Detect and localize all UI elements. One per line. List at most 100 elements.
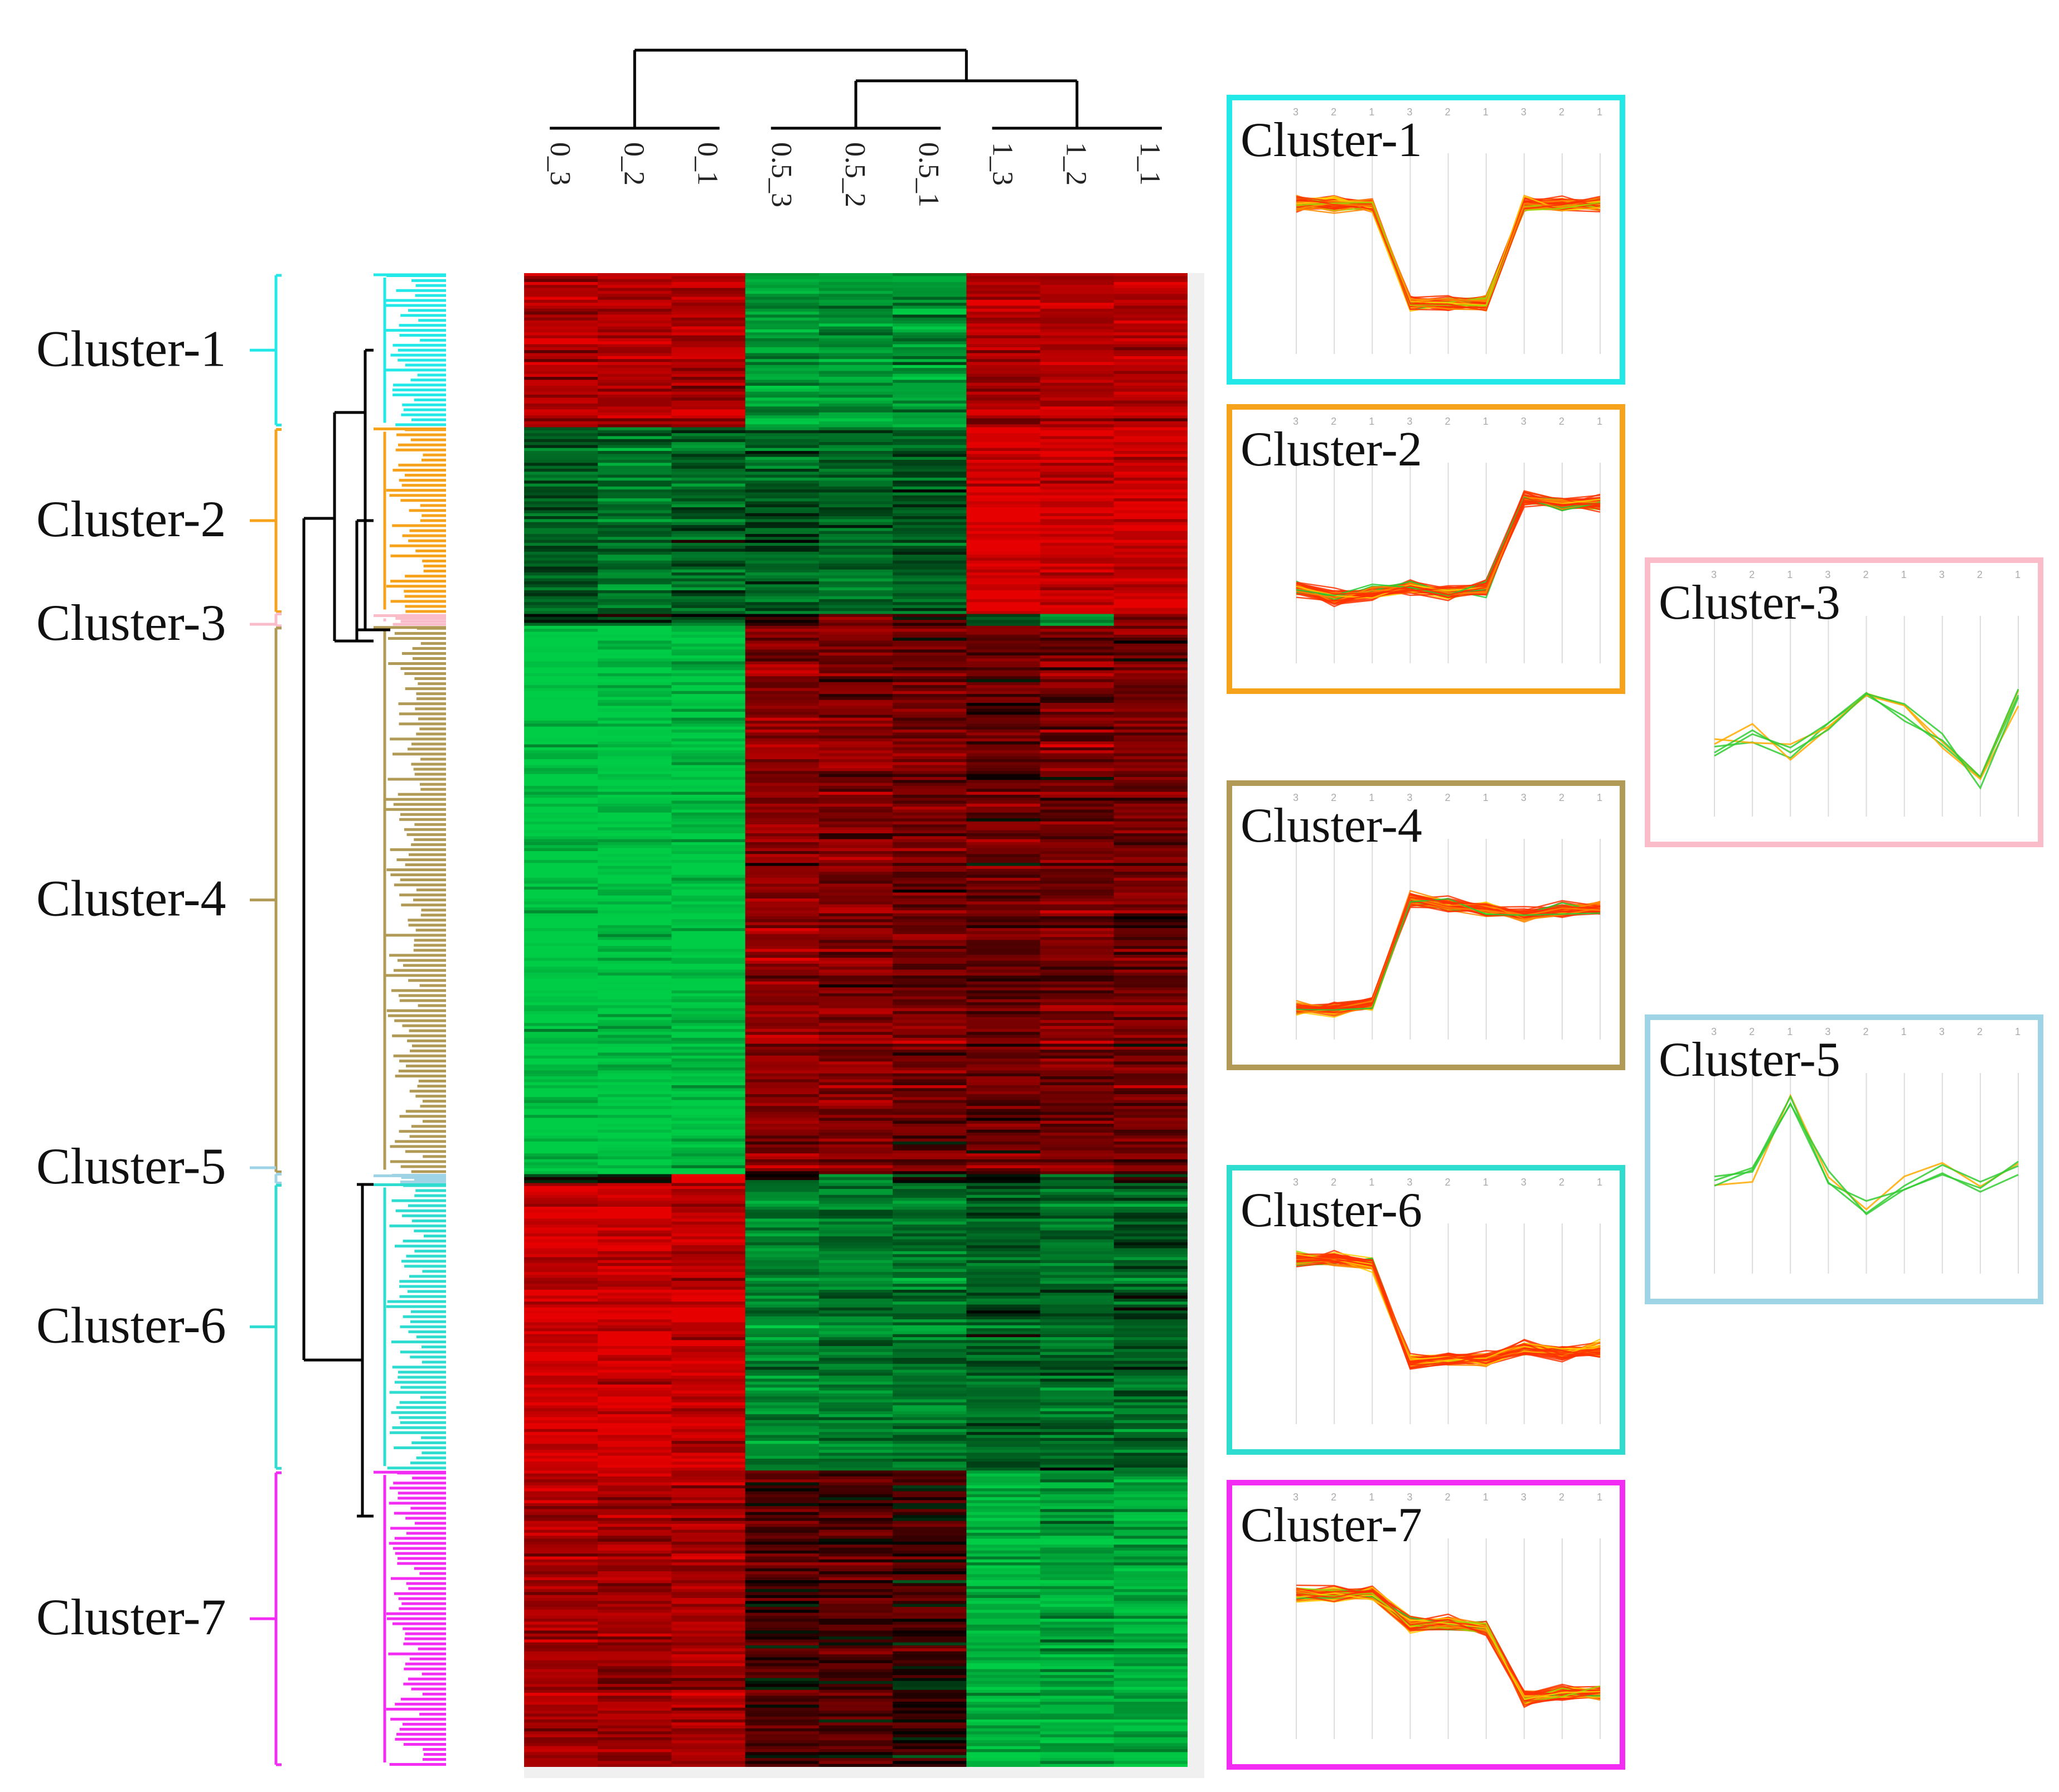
heatmap-cell <box>598 1115 672 1119</box>
heatmap-cell <box>524 1103 598 1106</box>
heatmap-cell <box>598 1553 672 1557</box>
heatmap-cell <box>893 1470 967 1474</box>
heatmap-cell <box>1040 1420 1115 1424</box>
heatmap-cell <box>1040 1251 1115 1255</box>
heatmap-cell <box>893 602 967 606</box>
heatmap-cell <box>1113 1156 1188 1160</box>
heatmap-cell <box>1040 1399 1115 1403</box>
heatmap-cell <box>893 584 967 588</box>
heatmap-cell <box>745 1444 820 1448</box>
heatmap-cell <box>671 290 746 294</box>
heatmap-cell <box>893 1183 967 1187</box>
heatmap-cell <box>745 1138 820 1142</box>
heatmap-cell <box>893 1385 967 1388</box>
heatmap-cell <box>893 415 967 419</box>
heatmap-cell <box>966 1111 1041 1115</box>
heatmap-cell <box>671 305 746 309</box>
heatmap-cell <box>524 522 598 526</box>
heatmap-cell <box>893 875 967 878</box>
heatmap-cell <box>598 857 672 861</box>
heatmap-cell <box>966 1621 1041 1625</box>
heatmap-cell <box>524 694 598 697</box>
heatmap-cell <box>671 480 746 484</box>
heatmap-cell <box>598 395 672 398</box>
heatmap-cell <box>1113 323 1188 327</box>
heatmap-cell <box>818 1515 893 1518</box>
heatmap-cell <box>1040 299 1115 303</box>
heatmap-cell <box>893 1192 967 1196</box>
heatmap-cell <box>1040 510 1115 514</box>
heatmap-cell <box>966 975 1041 979</box>
heatmap-cell <box>524 1648 598 1652</box>
heatmap-cell <box>671 1192 746 1196</box>
heatmap-cell <box>1040 1192 1115 1196</box>
heatmap-cell <box>893 290 967 294</box>
heatmap-cell <box>745 537 820 541</box>
heatmap-cell <box>966 1310 1041 1314</box>
heatmap-cell <box>745 430 820 434</box>
heatmap-cell <box>893 314 967 318</box>
heatmap-cell <box>966 575 1041 579</box>
heatmap-cell <box>598 1660 672 1664</box>
heatmap-cell <box>524 830 598 834</box>
heatmap-cell <box>966 676 1041 680</box>
heatmap-cell <box>745 866 820 870</box>
heatmap-cell <box>1113 726 1188 730</box>
heatmap-cell <box>1040 1414 1115 1418</box>
heatmap-cell <box>671 937 746 941</box>
heatmap-cell <box>671 1280 746 1284</box>
heatmap-cell <box>893 949 967 953</box>
heatmap-cell <box>671 1414 746 1418</box>
heatmap-cell <box>1113 371 1188 375</box>
heatmap-cell <box>1040 1014 1115 1018</box>
heatmap-cell <box>671 531 746 535</box>
heatmap-cell <box>893 931 967 935</box>
heatmap-cell <box>671 1713 746 1717</box>
heatmap-cell <box>1113 990 1188 994</box>
heatmap-cell <box>598 762 672 766</box>
heatmap-cell <box>524 403 598 407</box>
heatmap-cell <box>893 1037 967 1041</box>
heatmap-cell <box>524 551 598 555</box>
heatmap-cell <box>1040 483 1115 487</box>
heatmap-cell <box>1040 368 1115 372</box>
heatmap-cell <box>1113 1693 1188 1696</box>
heatmap-cell <box>1040 785 1115 789</box>
heatmap-cell <box>893 1615 967 1619</box>
heatmap-cell <box>524 421 598 425</box>
heatmap-cell <box>893 1207 967 1210</box>
heatmap-cell <box>818 791 893 795</box>
heatmap-cell <box>524 388 598 392</box>
heatmap-cell <box>745 1393 820 1397</box>
heatmap-cell <box>671 620 746 624</box>
heatmap-cell <box>671 1055 746 1059</box>
heatmap-cell <box>671 638 746 641</box>
heatmap-cell <box>671 1722 746 1726</box>
heatmap-cell <box>1040 1666 1115 1670</box>
heatmap-cell <box>1113 1719 1188 1723</box>
heatmap-cell <box>598 1446 672 1450</box>
heatmap-cell <box>1113 620 1188 624</box>
heatmap-cell <box>671 1553 746 1557</box>
heatmap-cell <box>524 1286 598 1290</box>
heatmap-cell <box>893 1758 967 1761</box>
heatmap-cell <box>524 634 598 638</box>
heatmap-cell <box>671 747 746 751</box>
heatmap-cell <box>1040 356 1115 360</box>
heatmap-cell <box>1040 708 1115 712</box>
heatmap-cell <box>524 397 598 401</box>
heatmap-cell <box>818 1162 893 1166</box>
heatmap-cell <box>671 780 746 784</box>
heatmap-cell <box>745 963 820 967</box>
heatmap-cell <box>524 875 598 878</box>
heatmap-cell <box>1113 1174 1188 1178</box>
heatmap-cell <box>524 783 598 786</box>
heatmap-cell <box>745 726 820 730</box>
heatmap-cell <box>1040 1174 1115 1178</box>
heatmap-cell <box>598 883 672 887</box>
heatmap-cell <box>1113 1435 1188 1439</box>
heatmap-cell <box>598 492 672 496</box>
heatmap-cell <box>818 697 893 701</box>
heatmap-cell <box>745 1423 820 1427</box>
heatmap-cell <box>818 1494 893 1498</box>
